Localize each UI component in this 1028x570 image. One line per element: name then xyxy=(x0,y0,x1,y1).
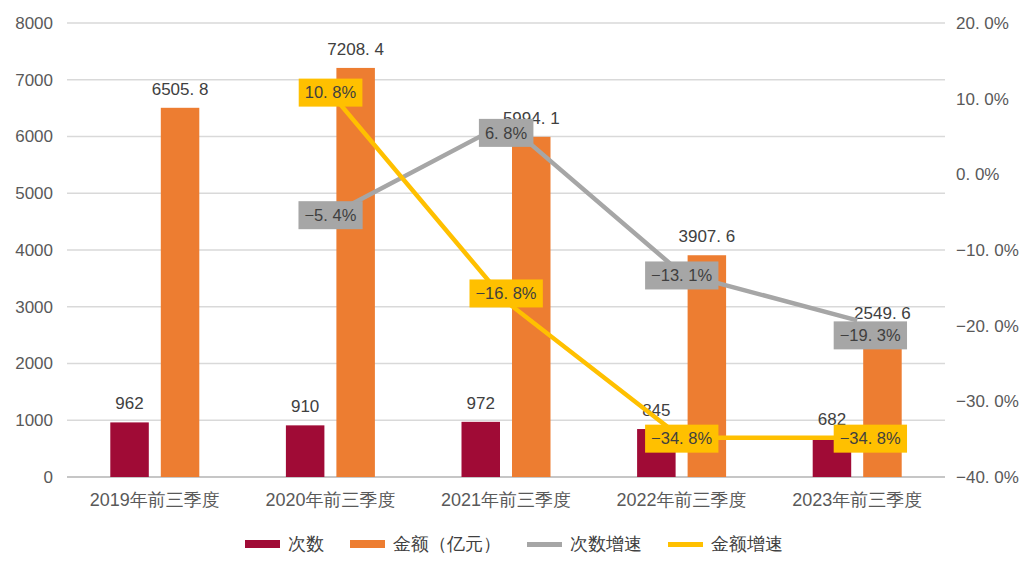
point-label-金额增速: −34. 8% xyxy=(834,425,907,453)
bar-value-label: 7208. 4 xyxy=(327,40,384,59)
left-axis-tick-label: 6000 xyxy=(15,127,53,146)
legend-swatch-line xyxy=(668,542,703,547)
right-axis-tick-label: 20. 0% xyxy=(956,14,1009,33)
legend-item-次数: 次数 xyxy=(245,533,324,555)
right-axis-tick-label: −30. 0% xyxy=(956,392,1019,411)
point-label-次数增速: 6. 8% xyxy=(479,119,534,147)
bar-次数 xyxy=(462,422,501,477)
right-axis-tick-label: 0. 0% xyxy=(956,165,999,184)
point-label-次数增速: −5. 4% xyxy=(298,201,362,229)
left-axis-tick-label: 4000 xyxy=(15,241,53,260)
bar-次数 xyxy=(286,425,325,477)
legend-label: 次数 xyxy=(288,533,324,555)
point-label-金额增速: 10. 8% xyxy=(299,79,363,107)
line-金额增速 xyxy=(330,93,857,438)
point-label-金额增速: −34. 8% xyxy=(645,425,718,453)
chart-page: 0 1000 2000 3000 4000 5000 6000 7000 8000 −40. 0%… xyxy=(0,0,1028,570)
left-axis-tick-label: 8000 xyxy=(15,14,53,33)
legend-swatch-bar xyxy=(350,540,385,548)
bar-value-label: 972 xyxy=(467,394,495,413)
legend-item-金额增速: 金额增速 xyxy=(668,533,783,555)
point-label-text: −34. 8% xyxy=(651,429,712,447)
point-label-次数增速: −19. 3% xyxy=(834,321,907,349)
combo-chart-canvas: 0 1000 2000 3000 4000 5000 6000 7000 8000 −40. 0%… xyxy=(0,0,1028,570)
x-axis-category-label: 2021年前三季度 xyxy=(441,490,571,510)
point-label-金额增速: −16. 8% xyxy=(469,279,542,307)
point-label-text: −13. 1% xyxy=(651,266,712,284)
legend-item-金额（亿元）: 金额（亿元） xyxy=(350,533,501,555)
left-axis-tick-label: 5000 xyxy=(15,184,53,203)
left-axis-tick-label: 1000 xyxy=(15,411,53,430)
chart-legend: 次数 金额（亿元） 次数增速 金额增速 xyxy=(0,533,1028,555)
right-axis-tick-label: −10. 0% xyxy=(956,241,1019,260)
bar-value-label: 6505. 8 xyxy=(152,80,209,99)
legend-label: 金额（亿元） xyxy=(393,533,501,555)
bar-次数 xyxy=(110,422,149,477)
right-axis-tick-label: −40. 0% xyxy=(956,468,1019,487)
point-label-text: −5. 4% xyxy=(304,206,356,224)
bar-金额（亿元） xyxy=(336,68,375,477)
point-label-text: −19. 3% xyxy=(840,326,901,344)
x-axis-category-label: 2023年前三季度 xyxy=(792,490,922,510)
bar-金额（亿元） xyxy=(863,332,902,477)
legend-swatch-bar xyxy=(245,540,280,548)
x-axis-category-label: 2022年前三季度 xyxy=(617,490,747,510)
line-次数增速 xyxy=(330,123,857,320)
right-axis-tick-label: −20. 0% xyxy=(956,317,1019,336)
right-axis-tick-label: 10. 0% xyxy=(956,90,1009,109)
legend-swatch-line xyxy=(527,542,562,547)
left-axis-tick-label: 0 xyxy=(44,468,53,487)
left-axis-tick-label: 2000 xyxy=(15,354,53,373)
legend-label: 次数增速 xyxy=(570,533,642,555)
left-axis-tick-label: 3000 xyxy=(15,298,53,317)
legend-item-次数增速: 次数增速 xyxy=(527,533,642,555)
bar-value-label: 3907. 6 xyxy=(678,227,735,246)
x-axis-category-label: 2019年前三季度 xyxy=(90,490,220,510)
legend-label: 金额增速 xyxy=(711,533,783,555)
x-axis-category-label: 2020年前三季度 xyxy=(265,490,395,510)
point-label-text: −34. 8% xyxy=(840,429,901,447)
bar-value-label: 962 xyxy=(115,394,143,413)
bar-金额（亿元） xyxy=(161,108,200,477)
left-axis-tick-label: 7000 xyxy=(15,71,53,90)
point-label-text: 10. 8% xyxy=(305,83,357,101)
point-label-次数增速: −13. 1% xyxy=(645,261,718,289)
bar-value-label: 910 xyxy=(291,397,319,416)
point-label-text: −16. 8% xyxy=(475,284,536,302)
bar-value-label: 2549. 6 xyxy=(854,304,911,323)
point-label-text: 6. 8% xyxy=(485,124,528,142)
